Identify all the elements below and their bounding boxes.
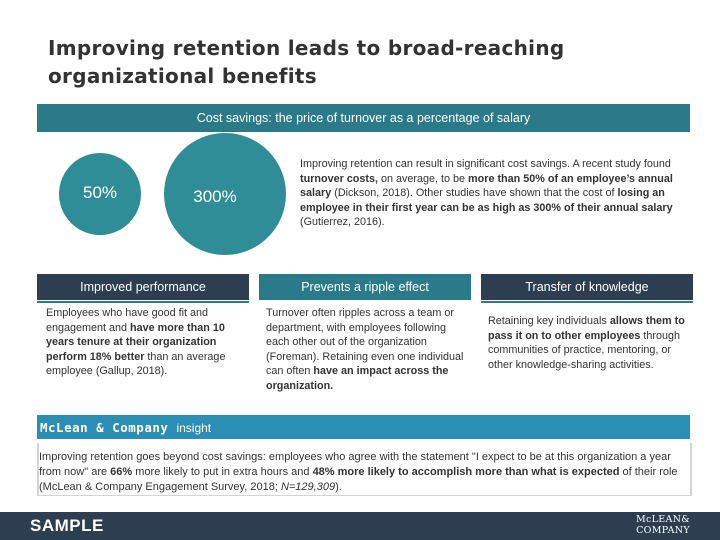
- text-segment: through communities of practice, mentori…: [488, 329, 681, 371]
- text-segment: turnover costs,: [300, 172, 378, 185]
- text-segment: (Dickson, 2018). Other studies have show…: [331, 187, 618, 199]
- text-segment: N=129,309: [280, 481, 336, 493]
- text-segment: on average, to be: [378, 172, 469, 185]
- logo-line2: COMPANY: [636, 524, 690, 536]
- insight-label: insight: [176, 421, 212, 435]
- cost-savings-text: Improving retention can result in signif…: [300, 157, 680, 230]
- text-segment: losing an employee in their first year c…: [300, 187, 673, 214]
- text-segment: ).: [335, 481, 342, 493]
- text-segment: than an average employee (Gallup, 2018).: [46, 350, 226, 378]
- text-segment: Improving retention can result in signif…: [300, 158, 671, 170]
- slide-title: Improving retention leads to broad-reach…: [48, 34, 688, 90]
- column-divider: [37, 301, 249, 303]
- sample-label: SAMPLE: [30, 516, 104, 535]
- text-segment: have more than 10 years tenure at their …: [46, 321, 225, 363]
- text-segment: have an impact across the organization.: [266, 365, 449, 392]
- insight-bar: [37, 415, 690, 439]
- large-circle: [164, 133, 286, 255]
- text-segment: Retaining key individuals: [488, 315, 610, 327]
- text-segment: more likely to put in extra hours and: [132, 466, 313, 478]
- insight-text: Improving retention goes beyond cost sav…: [39, 450, 687, 495]
- column-text-performance: Employees who have good fit and engageme…: [46, 306, 246, 379]
- insight-box: [37, 443, 692, 496]
- column-divider: [481, 301, 693, 303]
- text-segment: more than 50% of an employee’s annual sa…: [300, 172, 673, 200]
- text-segment: Improving retention goes beyond cost sav…: [39, 451, 671, 478]
- text-segment: Employees who have good fit and engageme…: [46, 307, 209, 334]
- company-logo: McLEAN& COMPANY: [634, 514, 692, 536]
- column-text-knowledge: Retaining key individuals allows them to…: [488, 314, 686, 372]
- column-text-ripple: Turnover often ripples across a team or …: [266, 306, 466, 393]
- slide-title-line1: Improving retention leads to broad-reach…: [48, 36, 565, 60]
- small-circle: [59, 153, 141, 235]
- cost-savings-banner: Cost savings: the price of turnover as a…: [37, 104, 690, 132]
- logo-line1: McLEAN&: [635, 514, 691, 525]
- text-segment: Turnover often ripples across a team or …: [266, 307, 464, 377]
- text-segment: of their role (McLean & Company Engageme…: [39, 466, 678, 493]
- text-segment: (Gutierrez, 2016).: [300, 216, 385, 228]
- text-segment: 48% more likely to accomplish more than …: [312, 466, 620, 478]
- insight-brand-name: McLean & Company: [40, 420, 169, 435]
- large-circle-value: 300%: [193, 187, 237, 206]
- text-segment: allows them to pass it on to other emplo…: [488, 315, 685, 342]
- column-header-performance: Improved performance: [37, 274, 249, 300]
- text-segment: 66%: [110, 466, 133, 478]
- column-header-knowledge: Transfer of knowledge: [481, 274, 693, 300]
- footer-bar: [0, 512, 720, 540]
- insight-brand: McLean & Company insight: [40, 420, 211, 435]
- column-header-ripple: Prevents a ripple effect: [259, 274, 471, 300]
- slide-title-line2: organizational benefits: [48, 64, 317, 88]
- small-circle-value: 50%: [82, 183, 118, 202]
